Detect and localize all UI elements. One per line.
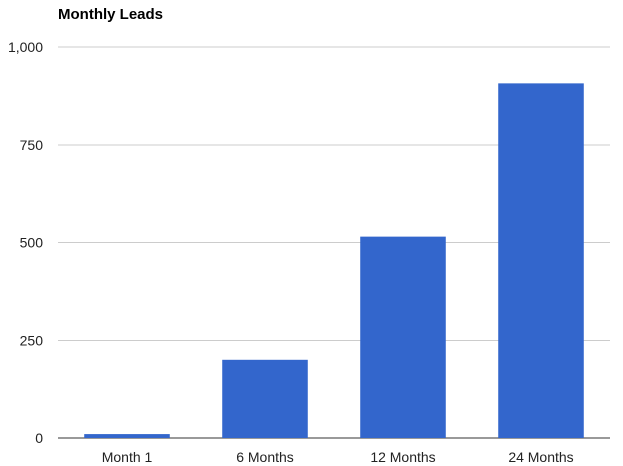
y-axis-tick-labels: 0 250 500 750 1,000 bbox=[8, 39, 43, 446]
bar-6-months bbox=[222, 359, 308, 438]
y-tick-label: 250 bbox=[20, 332, 44, 348]
bar-24-months bbox=[498, 83, 584, 438]
x-tick-label: 12 Months bbox=[370, 449, 435, 465]
x-axis-tick-labels: Month 1 6 Months 12 Months 24 Months bbox=[102, 449, 574, 465]
y-tick-label: 1,000 bbox=[8, 39, 43, 55]
y-tick-label: 0 bbox=[35, 430, 43, 446]
x-tick-label: 24 Months bbox=[508, 449, 573, 465]
x-tick-label: Month 1 bbox=[102, 449, 153, 465]
bar-month-1 bbox=[84, 434, 170, 438]
x-tick-label: 6 Months bbox=[236, 449, 294, 465]
y-tick-label: 500 bbox=[20, 235, 44, 251]
y-tick-label: 750 bbox=[20, 137, 44, 153]
chart-title: Monthly Leads bbox=[58, 6, 164, 23]
bar-12-months bbox=[360, 236, 446, 438]
bars bbox=[84, 83, 584, 438]
